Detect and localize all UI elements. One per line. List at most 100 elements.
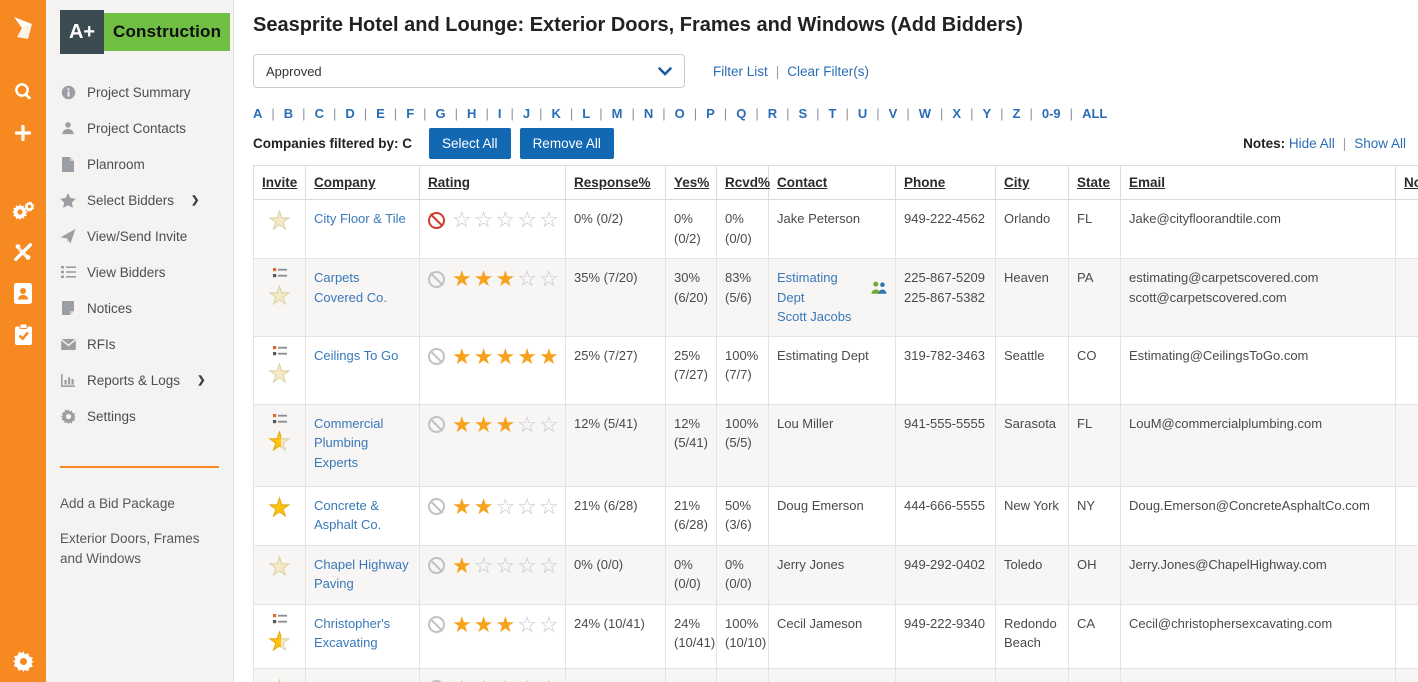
sidebar-item-select-bidders[interactable]: Select Bidders ❯ <box>60 182 233 218</box>
rating-star[interactable]: ☆ <box>538 411 559 437</box>
alphabet-letter-p[interactable]: P <box>706 106 715 121</box>
column-sort-label[interactable]: Yes% <box>674 175 710 190</box>
rating-star[interactable]: ☆ <box>517 207 537 232</box>
rating-star[interactable]: ☆ <box>538 266 559 291</box>
rating-star[interactable]: ★ <box>452 493 472 519</box>
rating-star[interactable]: ☆ <box>538 611 559 637</box>
brand-logo-icon[interactable] <box>10 12 36 44</box>
rail-settings-gear-icon[interactable] <box>10 648 36 674</box>
rating-star[interactable]: ★ <box>495 677 515 682</box>
alphabet-letter-0-9[interactable]: 0-9 <box>1041 106 1061 121</box>
company-link[interactable]: Ceilings To Go <box>314 347 399 363</box>
invite-star-pale[interactable]: ★ <box>268 282 291 310</box>
column-sort-label[interactable]: State <box>1077 175 1111 190</box>
rating-star[interactable]: ★ <box>495 343 516 369</box>
current-bid-package-link[interactable]: Exterior Doors, Frames and Windows <box>60 531 200 566</box>
status-filter-select[interactable]: Approved <box>253 54 685 88</box>
bid-list-icon[interactable] <box>272 613 287 625</box>
remove-all-button[interactable]: Remove All <box>519 128 614 159</box>
alphabet-letter-g[interactable]: G <box>435 106 446 121</box>
rating-star[interactable]: ★ <box>473 411 494 437</box>
alphabet-letter-f[interactable]: F <box>406 106 415 121</box>
alphabet-letter-x[interactable]: X <box>952 106 962 121</box>
rating-star[interactable]: ☆ <box>538 493 559 519</box>
rating-star[interactable]: ☆ <box>538 207 559 232</box>
sidebar-item-project-contacts[interactable]: Project Contacts <box>60 110 233 146</box>
rating-star[interactable]: ★ <box>452 552 472 578</box>
alphabet-letter-w[interactable]: W <box>918 106 932 121</box>
alphabet-letter-i[interactable]: I <box>497 106 502 121</box>
select-all-button[interactable]: Select All <box>429 128 511 159</box>
alphabet-letter-n[interactable]: N <box>643 106 654 121</box>
no-rating-icon[interactable] <box>428 348 445 365</box>
rating-star[interactable]: ☆ <box>495 207 516 232</box>
rating-star[interactable]: ★ <box>495 266 516 291</box>
rating-star[interactable]: ★ <box>517 343 537 369</box>
invite-star-pale[interactable]: ★ <box>268 207 291 235</box>
alphabet-letter-t[interactable]: T <box>828 106 837 121</box>
rating-star[interactable]: ★ <box>495 411 516 437</box>
add-icon[interactable] <box>10 120 36 146</box>
search-icon[interactable] <box>10 78 36 104</box>
sidebar-item-rfis[interactable]: RFIs <box>60 326 233 362</box>
markup-tools-icon[interactable] <box>10 239 36 265</box>
no-rating-icon[interactable] <box>428 270 445 288</box>
rating-star[interactable]: ☆ <box>517 411 537 437</box>
people-icon[interactable] <box>871 281 887 294</box>
rating-star[interactable]: ☆ <box>452 207 472 232</box>
column-sort-label[interactable]: Company <box>314 175 376 190</box>
rating-star[interactable]: ★ <box>473 611 494 637</box>
rating-star[interactable]: ☆ <box>495 493 516 519</box>
no-rating-icon[interactable] <box>428 557 445 574</box>
bid-list-icon[interactable] <box>272 268 287 279</box>
invite-star-pale[interactable]: ★ <box>268 677 291 682</box>
company-link[interactable]: Countywide <box>314 680 382 682</box>
alphabet-letter-h[interactable]: H <box>467 106 477 121</box>
invite-star-half[interactable]: ★ ★ <box>268 627 291 656</box>
rating-star[interactable]: ★ <box>452 411 472 437</box>
invite-star-gold[interactable]: ★ <box>268 493 291 522</box>
invite-star-half[interactable]: ★ ★ <box>268 427 291 456</box>
alphabet-letter-l[interactable]: L <box>582 106 591 121</box>
contact-link[interactable]: Estimating Dept <box>777 270 838 305</box>
sidebar-item-view-bidders[interactable]: View Bidders <box>60 254 233 290</box>
rating-star[interactable]: ☆ <box>517 552 537 578</box>
sidebar-item-planroom[interactable]: Planroom <box>60 146 233 182</box>
alphabet-letter-o[interactable]: O <box>674 106 685 121</box>
column-sort-label[interactable]: Phone <box>904 175 946 190</box>
column-sort-label[interactable]: Invite <box>262 175 298 190</box>
no-rating-icon[interactable] <box>428 616 445 633</box>
rating-star[interactable]: ☆ <box>517 266 537 291</box>
alphabet-letter-d[interactable]: D <box>345 106 355 121</box>
add-bid-package-link[interactable]: Add a Bid Package <box>60 496 175 511</box>
clipboard-check-icon[interactable] <box>10 321 36 347</box>
rating-star[interactable]: ★ <box>539 677 559 682</box>
sidebar-item-view-send-invite[interactable]: View/Send Invite <box>60 218 233 254</box>
rating-star[interactable]: ★ <box>517 677 537 682</box>
company-link[interactable]: Carpets Covered Co. <box>314 270 387 305</box>
sidebar-item-notices[interactable]: Notices <box>60 290 233 326</box>
alphabet-letter-c[interactable]: C <box>314 106 324 121</box>
rating-star[interactable]: ☆ <box>517 493 537 519</box>
invite-star-pale[interactable]: ★ <box>268 552 291 581</box>
rating-star[interactable]: ☆ <box>495 552 516 578</box>
alphabet-letter-u[interactable]: U <box>857 106 868 121</box>
rating-star[interactable]: ★ <box>452 343 472 369</box>
clear-filters-link[interactable]: Clear Filter(s) <box>787 63 870 79</box>
rating-star[interactable]: ☆ <box>473 207 494 232</box>
alphabet-letter-all[interactable]: ALL <box>1082 106 1108 121</box>
company-link[interactable]: Christopher's Excavating <box>314 615 391 651</box>
no-rating-icon[interactable] <box>428 416 445 433</box>
alphabet-letter-a[interactable]: A <box>253 106 263 121</box>
contact-card-icon[interactable] <box>10 280 36 306</box>
alphabet-letter-z[interactable]: Z <box>1012 106 1021 121</box>
alphabet-letter-e[interactable]: E <box>376 106 385 121</box>
company-link[interactable]: Concrete & Asphalt Co. <box>314 497 382 533</box>
rating-star[interactable]: ★ <box>538 343 559 369</box>
alphabet-letter-k[interactable]: K <box>551 106 561 121</box>
alphabet-letter-s[interactable]: S <box>798 106 808 121</box>
no-rating-icon[interactable] <box>428 211 445 229</box>
company-link[interactable]: Chapel Highway Paving <box>314 556 409 592</box>
alphabet-letter-q[interactable]: Q <box>736 106 747 121</box>
sidebar-item-project-summary[interactable]: Project Summary <box>60 74 233 110</box>
